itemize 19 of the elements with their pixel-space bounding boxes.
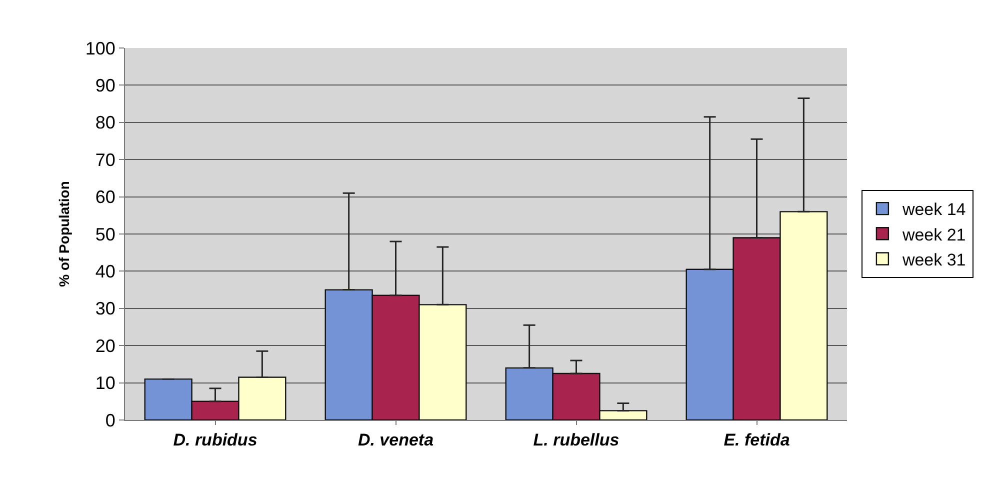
y-tick-label: 80 bbox=[95, 112, 116, 133]
legend-label: week 31 bbox=[901, 250, 966, 270]
x-tick-label: D. veneta bbox=[358, 430, 434, 450]
y-tick-label: 0 bbox=[105, 410, 116, 430]
x-tick-label: L. rubellus bbox=[533, 430, 620, 450]
legend-label: week 21 bbox=[901, 225, 966, 244]
x-tick-label: D. rubidus bbox=[173, 430, 258, 450]
y-axis-title: % of Population bbox=[56, 181, 72, 287]
y-tick-label: 90 bbox=[95, 76, 116, 96]
y-tick-label: 60 bbox=[95, 187, 116, 208]
y-tick-label: 100 bbox=[85, 38, 116, 58]
y-tick-label: 30 bbox=[95, 298, 116, 319]
y-tick-label: 70 bbox=[95, 150, 116, 170]
y-tick-label: 20 bbox=[95, 336, 116, 356]
y-tick-label: 10 bbox=[95, 373, 116, 394]
y-tick-label: 50 bbox=[95, 224, 116, 244]
y-tick-label: 40 bbox=[95, 262, 116, 282]
x-tick-label: E. fetida bbox=[724, 430, 790, 450]
legend-label: week 14 bbox=[901, 200, 966, 220]
